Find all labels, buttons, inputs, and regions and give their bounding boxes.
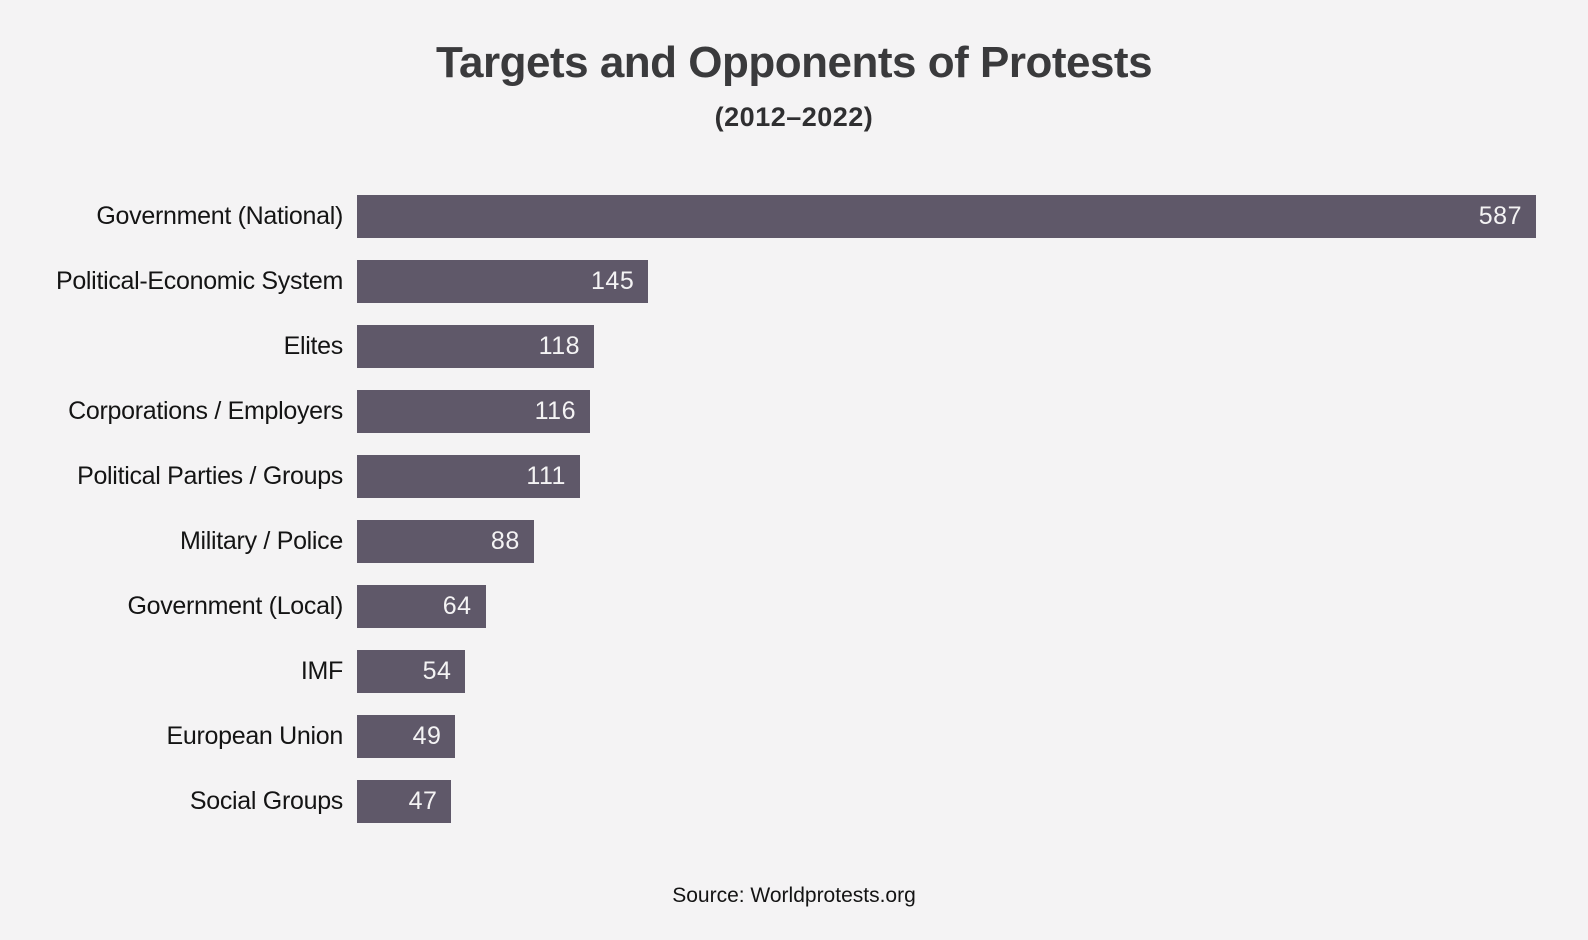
value-label: 49: [412, 722, 442, 750]
bar: 54: [357, 650, 466, 693]
bar-row: European Union 49: [0, 715, 1536, 758]
chart-title: Targets and Opponents of Protests: [435, 38, 1153, 87]
bar: 49: [357, 715, 456, 758]
category-label: Political-Economic System: [55, 267, 343, 295]
bar-row: IMF 54: [0, 650, 1536, 693]
bar-row: Political-Economic System 145: [0, 260, 1536, 303]
category-label: Military / Police: [180, 527, 343, 555]
bar-row: Government (Local) 64: [0, 585, 1536, 628]
bar-track: 111: [357, 455, 1536, 498]
bar-track: 116: [357, 390, 1536, 433]
bar-row: Elites 118: [0, 325, 1536, 368]
value-label: 47: [408, 787, 438, 815]
bar-row: Political Parties / Groups 111: [0, 455, 1536, 498]
chart-subtitle: (2012–2022): [714, 102, 874, 132]
bar: 64: [357, 585, 486, 628]
value-label: 88: [490, 527, 520, 555]
value-label: 118: [538, 332, 580, 360]
category-label: Corporations / Employers: [68, 397, 343, 425]
bar-row: Military / Police 88: [0, 520, 1536, 563]
bar: 587: [357, 195, 1536, 238]
category-label: Government (Local): [127, 592, 343, 620]
bar-track: 587: [357, 195, 1536, 238]
bar-track: 64: [357, 585, 1536, 628]
category-label: Government (National): [96, 202, 343, 230]
value-label: 54: [422, 657, 452, 685]
category-label: IMF: [300, 657, 343, 685]
bar-track: 145: [357, 260, 1536, 303]
bar: 111: [357, 455, 580, 498]
value-label: 145: [591, 267, 635, 295]
bar-row: Social Groups 47: [0, 780, 1536, 823]
bar-rows: Government (National) 587 Political-Econom…: [0, 195, 1536, 845]
value-label: 64: [442, 592, 472, 620]
bar-track: 118: [357, 325, 1536, 368]
bar-row: Corporations / Employers 116: [0, 390, 1536, 433]
category-label: Political Parties / Groups: [77, 462, 343, 490]
bar-track: 47: [357, 780, 1536, 823]
bar-track: 49: [357, 715, 1536, 758]
bar: 88: [357, 520, 534, 563]
bar-track: 88: [357, 520, 1536, 563]
category-label: Elites: [283, 332, 344, 360]
value-label: 116: [534, 397, 576, 425]
bar-track: 54: [357, 650, 1536, 693]
bar: 118: [357, 325, 594, 368]
source-note: Source: Worldprotests.org: [672, 884, 916, 907]
bar-row: Government (National) 587: [0, 195, 1536, 238]
bar: 116: [357, 390, 590, 433]
category-label: European Union: [166, 722, 344, 750]
value-label: 111: [526, 462, 566, 490]
bar: 47: [357, 780, 452, 823]
bar: 145: [357, 260, 649, 303]
value-label: 587: [1478, 202, 1522, 230]
category-label: Social Groups: [189, 787, 343, 815]
